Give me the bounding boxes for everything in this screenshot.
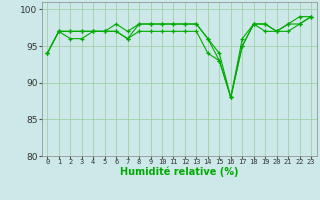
- X-axis label: Humidité relative (%): Humidité relative (%): [120, 167, 238, 177]
